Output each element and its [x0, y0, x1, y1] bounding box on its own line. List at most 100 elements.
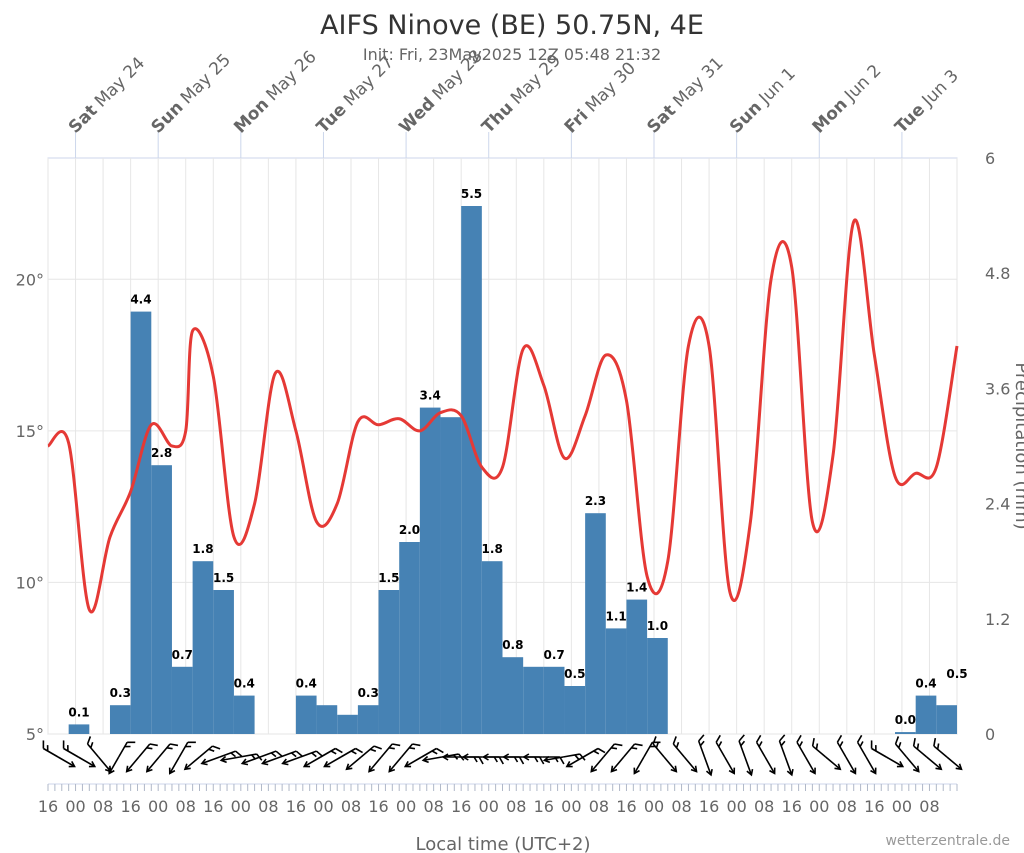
wind-barb-shaft — [219, 750, 236, 758]
wind-barb-arrowhead — [260, 758, 269, 766]
bar-value-label: 0.4 — [296, 677, 317, 691]
wind-barb-tail — [202, 756, 220, 764]
wind-barb-shaft — [400, 743, 414, 758]
wind-barb-flag — [46, 745, 49, 752]
wind-barb — [502, 753, 545, 765]
wind-barb — [323, 747, 363, 768]
wind-barb-shaft — [259, 750, 277, 758]
wind-barb-flag — [933, 737, 937, 747]
wind-barb-shaft — [360, 745, 375, 758]
wind-barb — [811, 737, 842, 771]
x-tick-label: 08 — [837, 797, 857, 816]
wind-barb-shaft — [856, 741, 867, 758]
wind-barb-tail — [905, 756, 919, 772]
precipitation-bar — [502, 657, 524, 734]
wind-barb — [200, 750, 243, 766]
wind-barb-arrowhead — [88, 761, 97, 768]
wind-barb-flag — [392, 743, 401, 747]
wind-barbs — [42, 734, 963, 777]
wind-barb-flag — [270, 752, 277, 758]
wind-barb-shaft — [582, 747, 599, 758]
wind-barb-flag — [373, 745, 382, 750]
day-name: Sun — [148, 98, 188, 138]
wind-barb — [368, 743, 401, 773]
bar-value-label: 1.8 — [482, 542, 503, 556]
wind-barb — [240, 750, 283, 766]
wind-barb-arrowhead — [690, 765, 698, 773]
wind-barb — [894, 736, 920, 773]
wind-barb-tail — [77, 756, 95, 767]
wind-barb-tail — [744, 756, 752, 775]
y-axis-right-title: Precipitation (mm) — [1011, 362, 1024, 529]
wind-barb-shaft — [239, 753, 257, 758]
precipitation-bar — [626, 599, 648, 734]
precipitation-bar — [109, 705, 131, 734]
wind-barb-flag — [235, 750, 243, 758]
wind-barb-flag — [295, 750, 303, 758]
wind-barb-flag — [412, 743, 421, 747]
wind-barb-flag — [275, 750, 283, 758]
wind-barb-tail — [545, 756, 564, 761]
precipitation-bars — [68, 206, 957, 734]
wind-barb-shaft — [738, 740, 746, 758]
wind-barb-flag — [715, 734, 721, 743]
wind-barb — [168, 741, 196, 775]
wind-barb-flag — [127, 741, 136, 744]
x-tick-label: 16 — [368, 797, 388, 816]
wind-barb-flag — [149, 743, 158, 747]
x-tick-label: 16 — [782, 797, 802, 816]
wind-barb-arrowhead — [935, 763, 943, 771]
wind-barb-flag — [655, 742, 660, 749]
day-label: SatMay 31 — [643, 53, 727, 137]
wind-barb-arrowhead — [421, 755, 429, 764]
bar-value-label: 0.0 — [895, 713, 916, 727]
wind-barb-tail — [724, 756, 735, 773]
day-label: TueMay 27 — [313, 52, 398, 137]
wind-barb-arrowhead — [125, 765, 133, 773]
x-tick-label: 00 — [313, 797, 333, 816]
wind-barb-tail — [169, 756, 180, 773]
wind-barb-tail — [885, 756, 903, 767]
wind-barb-arrowhead — [345, 763, 353, 771]
wind-barb-shaft — [42, 747, 59, 758]
bar-value-label: 1.1 — [605, 609, 626, 623]
wind-barb-shaft — [697, 740, 706, 758]
wind-barb-arrowhead — [145, 765, 153, 773]
wind-barb-flag — [898, 742, 902, 749]
bar-value-label: 0.8 — [502, 638, 523, 652]
wind-barb-tail — [591, 756, 605, 772]
wind-barb-shaft — [380, 743, 393, 758]
precipitation-bar — [461, 206, 482, 734]
x-tick-label: 16 — [203, 797, 223, 816]
wind-barb — [403, 747, 444, 768]
temperature-line-group — [47, 218, 959, 614]
day-date: May 26 — [263, 47, 321, 105]
wind-barb-shaft — [715, 741, 726, 758]
wind-barb-flag — [718, 741, 723, 747]
wind-barb — [125, 743, 158, 773]
day-name: Tue — [891, 100, 929, 138]
x-tick-label: 08 — [93, 797, 113, 816]
wind-barb — [542, 753, 586, 764]
wind-barb — [778, 734, 794, 777]
bar-value-label: 4.4 — [130, 293, 151, 307]
bar-value-label: 0.1 — [68, 705, 89, 719]
wind-barb-tail — [109, 756, 120, 773]
wind-barb-arrowhead — [441, 753, 449, 761]
wind-barb — [281, 750, 324, 766]
y-left-tick-label: 15° — [16, 422, 44, 441]
wind-barb-flag — [185, 745, 192, 748]
wind-barb — [590, 743, 623, 773]
wind-barb-flag — [936, 743, 940, 750]
credit-label: wetterzentrale.de — [885, 833, 1010, 849]
wind-barb-flag — [875, 745, 877, 752]
x-tick-label: 08 — [754, 797, 774, 816]
wind-barb-flag — [212, 745, 221, 750]
x-tick-label: 00 — [148, 797, 168, 816]
x-tick-label: 00 — [479, 797, 499, 816]
wind-barb-shaft — [421, 747, 437, 758]
wind-barb-shaft — [138, 743, 151, 758]
bar-value-label: 1.4 — [626, 581, 647, 595]
wind-barb-tail — [424, 756, 443, 761]
day-date: May 31 — [669, 53, 727, 111]
